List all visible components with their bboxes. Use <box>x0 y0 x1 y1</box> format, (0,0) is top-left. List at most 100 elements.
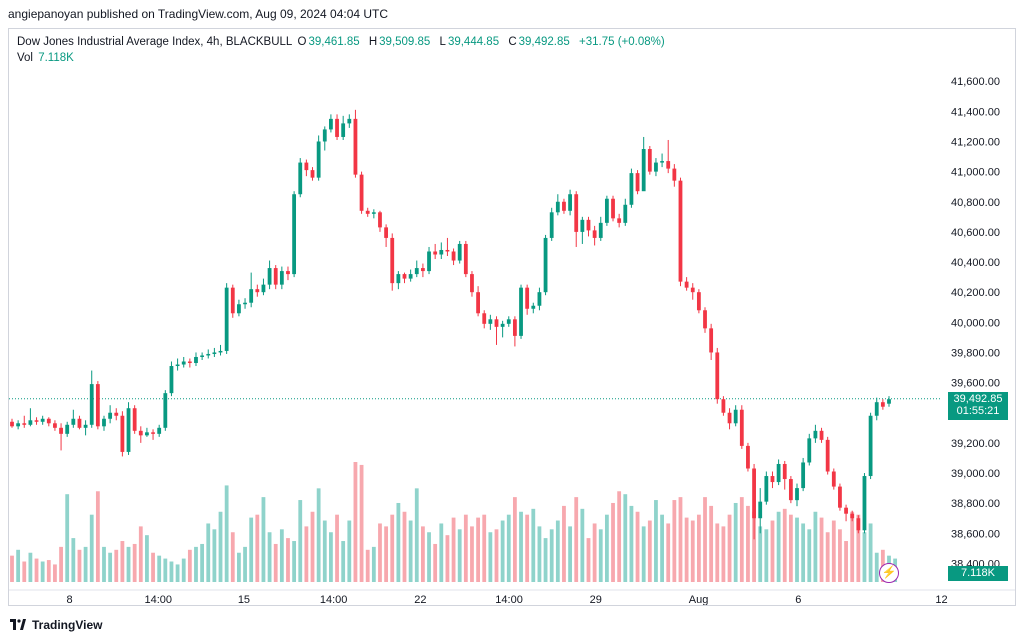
lightning-icon[interactable]: ⚡ <box>879 563 899 583</box>
volume-bar <box>22 561 27 582</box>
volume-bar <box>347 520 352 582</box>
volume-bar <box>623 494 628 582</box>
candle-body <box>844 507 848 514</box>
candle-body <box>684 281 689 288</box>
volume-bar <box>568 526 572 582</box>
tradingview-logo-icon <box>10 619 26 630</box>
footer-brand[interactable]: TradingView <box>32 618 103 632</box>
candle-body <box>200 355 205 357</box>
candle-body <box>604 198 609 223</box>
candle-body <box>825 439 830 472</box>
volume-bar <box>200 543 205 582</box>
candle-body <box>470 274 474 293</box>
volume-bar <box>396 502 401 582</box>
candle-body <box>243 302 247 305</box>
volume-bar <box>10 555 14 582</box>
candle-body <box>856 518 861 531</box>
volume-bar <box>212 529 217 582</box>
y-tick-label: 41,600.00 <box>951 76 1000 88</box>
volume-bar <box>647 520 652 582</box>
volume-bar <box>316 488 321 582</box>
volume-bar <box>322 520 327 582</box>
candle-body <box>46 418 51 424</box>
candle-body <box>764 476 769 502</box>
volume-bar <box>445 535 450 582</box>
candle-body <box>194 356 198 364</box>
volume-row: Vol 7.118K <box>17 50 671 66</box>
candle-body <box>138 430 143 436</box>
volume-bar <box>519 511 523 582</box>
volume-bar <box>384 526 389 582</box>
candle-body <box>776 463 781 483</box>
volume-bar <box>617 491 622 582</box>
volume-bar <box>494 529 499 582</box>
volume-bar <box>500 520 505 582</box>
symbol-title[interactable]: Dow Jones Industrial Average Index, 4h, … <box>17 36 293 48</box>
volume-tag: 7.118K <box>948 566 1008 581</box>
volume-bar <box>838 529 842 582</box>
volume-bar <box>549 529 554 582</box>
candle-body <box>145 432 149 436</box>
candle-body <box>384 227 389 238</box>
candle-body <box>868 415 873 477</box>
candle-body <box>727 412 732 424</box>
candle-body <box>77 418 82 428</box>
low-label: L <box>439 36 446 48</box>
candle-body <box>568 194 572 211</box>
last-price-tag: 39,492.85 01:55:21 <box>948 391 1008 420</box>
candle-body <box>390 237 395 284</box>
candle-body <box>316 141 321 178</box>
volume-bar <box>844 541 848 582</box>
volume-bar <box>132 543 137 582</box>
volume-bar <box>819 517 824 582</box>
candle-body <box>850 513 855 519</box>
y-tick-label: 39,600.00 <box>951 378 1000 390</box>
candle-body <box>187 361 192 364</box>
volume-bar <box>629 505 634 582</box>
volume-bar <box>488 532 493 582</box>
candle-body <box>322 129 327 142</box>
candle-body <box>396 274 401 284</box>
volume-label[interactable]: Vol <box>17 52 33 64</box>
x-tick-label: 8 <box>66 594 72 606</box>
volume-bar <box>194 546 198 582</box>
volume-bar <box>120 541 125 582</box>
candle-body <box>445 249 450 252</box>
candle-body <box>819 430 824 440</box>
volume-bar <box>825 532 830 582</box>
candlestick-chart[interactable]: 41,600.00 41,400.00 41,200.00 41,000.00 40,8… <box>9 29 1016 606</box>
x-tick-label: 22 <box>414 594 426 606</box>
close-label: C <box>508 36 517 48</box>
last-price-value: 39,492.85 <box>953 392 1003 405</box>
candle-body <box>543 237 548 293</box>
close-value: 39,492.85 <box>518 36 570 48</box>
candle-body <box>108 412 113 419</box>
candle-body <box>132 408 137 431</box>
candle-body <box>574 194 579 232</box>
candle-body <box>22 423 27 425</box>
volume-bar <box>672 500 677 582</box>
volume-bar <box>654 500 658 582</box>
volume-value: 7.118K <box>38 52 74 64</box>
volume-bar <box>776 511 781 582</box>
volume-bar <box>175 564 180 582</box>
volume-bar <box>273 543 278 582</box>
volume-bar <box>53 564 57 582</box>
candle-body <box>862 476 867 531</box>
volume-bar <box>635 511 640 582</box>
candle-body <box>267 268 272 285</box>
candle-body <box>476 292 480 314</box>
candle-body <box>310 170 315 178</box>
y-tick-label: 41,400.00 <box>951 106 1000 118</box>
volume-bar <box>46 560 51 582</box>
volume-bar <box>28 552 33 582</box>
volume-bar <box>482 514 487 582</box>
y-tick-label: 40,600.00 <box>951 227 1000 239</box>
volume-bar <box>95 491 100 582</box>
volume-bar <box>831 520 836 582</box>
candle-body <box>770 476 775 483</box>
candle-body <box>715 352 720 400</box>
volume-bar <box>592 523 597 582</box>
candle-body <box>359 174 364 211</box>
volume-bar <box>611 502 615 582</box>
